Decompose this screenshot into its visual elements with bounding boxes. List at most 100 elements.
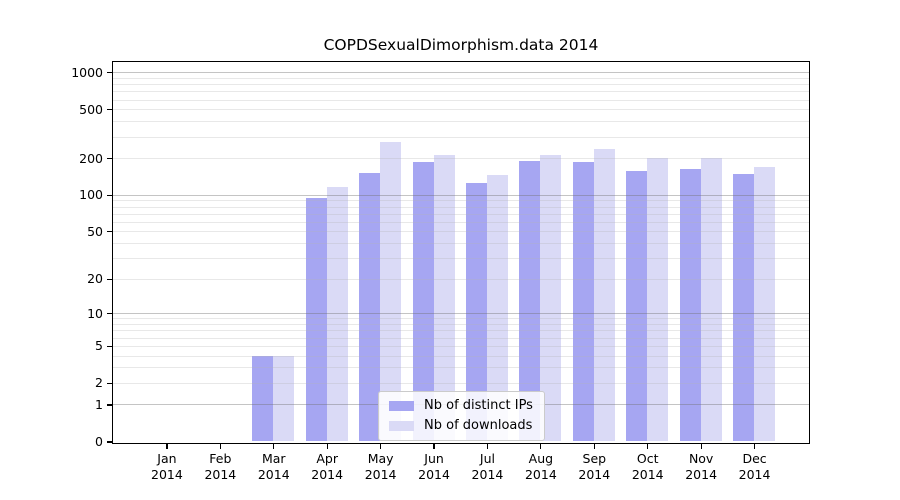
- x-tick-mark: [219, 443, 221, 449]
- bar-distinct-ips-oct: [626, 170, 648, 442]
- x-tick-month: Jun: [424, 451, 444, 466]
- bar-downloads-jun: [433, 155, 455, 442]
- gridline-minor: [113, 136, 809, 138]
- x-tick-year: 2014: [631, 466, 664, 482]
- y-tick-mark: [107, 158, 112, 160]
- bar-downloads-aug: [540, 155, 562, 442]
- legend: Nb of distinct IPs Nb of downloads: [378, 391, 545, 441]
- x-tick-label: Feb 2014: [192, 451, 248, 482]
- bar-distinct-ips-may: [359, 173, 381, 442]
- bar-downloads-jul: [486, 175, 508, 442]
- y-tick-label: 20: [87, 271, 103, 287]
- bar-distinct-ips-aug: [519, 160, 541, 442]
- x-tick-mark: [380, 443, 382, 449]
- x-tick-year: 2014: [364, 466, 397, 482]
- x-tick-label: Jul 2014: [459, 451, 515, 482]
- y-tick-mark: [107, 382, 112, 384]
- x-tick-label: Aug 2014: [513, 451, 569, 482]
- x-tick-label: Oct 2014: [620, 451, 676, 482]
- bar-distinct-ips-jun: [412, 161, 434, 442]
- gridline-minor: [113, 243, 809, 245]
- x-tick-label: Sep 2014: [566, 451, 622, 482]
- bar-distinct-ips-mar: [252, 355, 274, 442]
- legend-swatch-downloads: [389, 421, 414, 431]
- x-tick-year: 2014: [257, 466, 290, 482]
- gridline-minor: [113, 221, 809, 223]
- bar-downloads-oct: [647, 158, 669, 442]
- y-tick-mark: [107, 404, 112, 406]
- x-tick-month: Feb: [209, 451, 232, 466]
- x-tick-month: Apr: [316, 451, 338, 466]
- gridline-minor: [113, 121, 809, 123]
- gridline-minor: [113, 77, 809, 79]
- gridline-minor: [113, 200, 809, 202]
- gridline-minor: [113, 91, 809, 93]
- bar-downloads-may: [380, 142, 402, 442]
- x-tick-label: Dec 2014: [727, 451, 783, 482]
- y-tick-mark: [107, 72, 112, 74]
- gridline-minor: [113, 355, 809, 357]
- x-tick-month: Mar: [261, 451, 286, 466]
- gridline-minor: [113, 206, 809, 208]
- x-tick-mark: [593, 443, 595, 449]
- y-tick-mark: [107, 194, 112, 196]
- x-tick-month: Dec: [742, 451, 767, 466]
- gridline-minor: [113, 367, 809, 369]
- x-tick-month: Oct: [636, 451, 659, 466]
- bar-downloads-apr: [326, 187, 348, 442]
- y-tick-label: 500: [79, 101, 103, 117]
- gridline-minor: [113, 99, 809, 101]
- chart-title: COPDSexualDimorphism.data 2014: [323, 36, 599, 54]
- y-tick-label: 200: [79, 150, 103, 166]
- gridline-minor: [113, 84, 809, 86]
- gridline-minor: [113, 345, 809, 347]
- y-tick-label: 100: [79, 187, 103, 203]
- x-tick-label: Jun 2014: [406, 451, 462, 482]
- y-tick-label: 1: [95, 396, 103, 412]
- bar-distinct-ips-nov: [679, 168, 701, 442]
- x-tick-year: 2014: [418, 466, 450, 482]
- x-tick-year: 2014: [151, 466, 183, 482]
- legend-swatch-distinct-ips: [389, 401, 414, 411]
- gridline-minor: [113, 324, 809, 326]
- x-tick-mark: [486, 443, 489, 449]
- gridline-minor: [113, 258, 809, 259]
- gridline-major: [113, 194, 809, 196]
- gridline-minor: [113, 318, 809, 320]
- x-tick-mark: [647, 443, 649, 449]
- x-tick-mark: [700, 443, 702, 449]
- x-tick-month: Sep: [582, 451, 607, 466]
- x-tick-month: Nov: [688, 451, 714, 466]
- y-tick-mark: [107, 278, 112, 280]
- bar-downloads-sep: [593, 149, 615, 442]
- legend-label-distinct-ips: Nb of distinct IPs: [424, 398, 533, 413]
- x-tick-year: 2014: [524, 466, 557, 482]
- x-tick-mark: [433, 443, 435, 449]
- x-tick-year: 2014: [685, 466, 718, 482]
- bar-distinct-ips-dec: [733, 174, 755, 442]
- y-tick-label: 1000: [71, 64, 103, 80]
- y-tick-label: 5: [95, 338, 103, 354]
- y-tick-mark: [107, 313, 112, 315]
- x-tick-mark: [326, 443, 328, 449]
- y-tick-mark: [107, 109, 112, 111]
- gridline-minor: [113, 330, 809, 332]
- x-tick-mark: [753, 443, 756, 449]
- gridline-minor: [113, 231, 809, 233]
- x-tick-year: 2014: [311, 466, 344, 482]
- y-tick-mark: [107, 231, 112, 233]
- x-tick-year: 2014: [578, 466, 611, 482]
- x-tick-label: Jan 2014: [139, 451, 195, 482]
- x-tick-month: Jan: [157, 451, 177, 466]
- gridline-minor: [113, 213, 809, 215]
- gridline-major: [113, 313, 809, 315]
- x-tick-mark: [273, 443, 275, 449]
- y-tick-mark: [107, 345, 112, 347]
- x-tick-label: May 2014: [353, 451, 409, 482]
- x-tick-label: Nov 2014: [673, 451, 729, 482]
- bar-distinct-ips-apr: [305, 198, 327, 442]
- x-tick-label: Apr 2014: [299, 451, 355, 482]
- x-tick-label: Mar 2014: [246, 451, 302, 482]
- gridline-major: [113, 72, 809, 74]
